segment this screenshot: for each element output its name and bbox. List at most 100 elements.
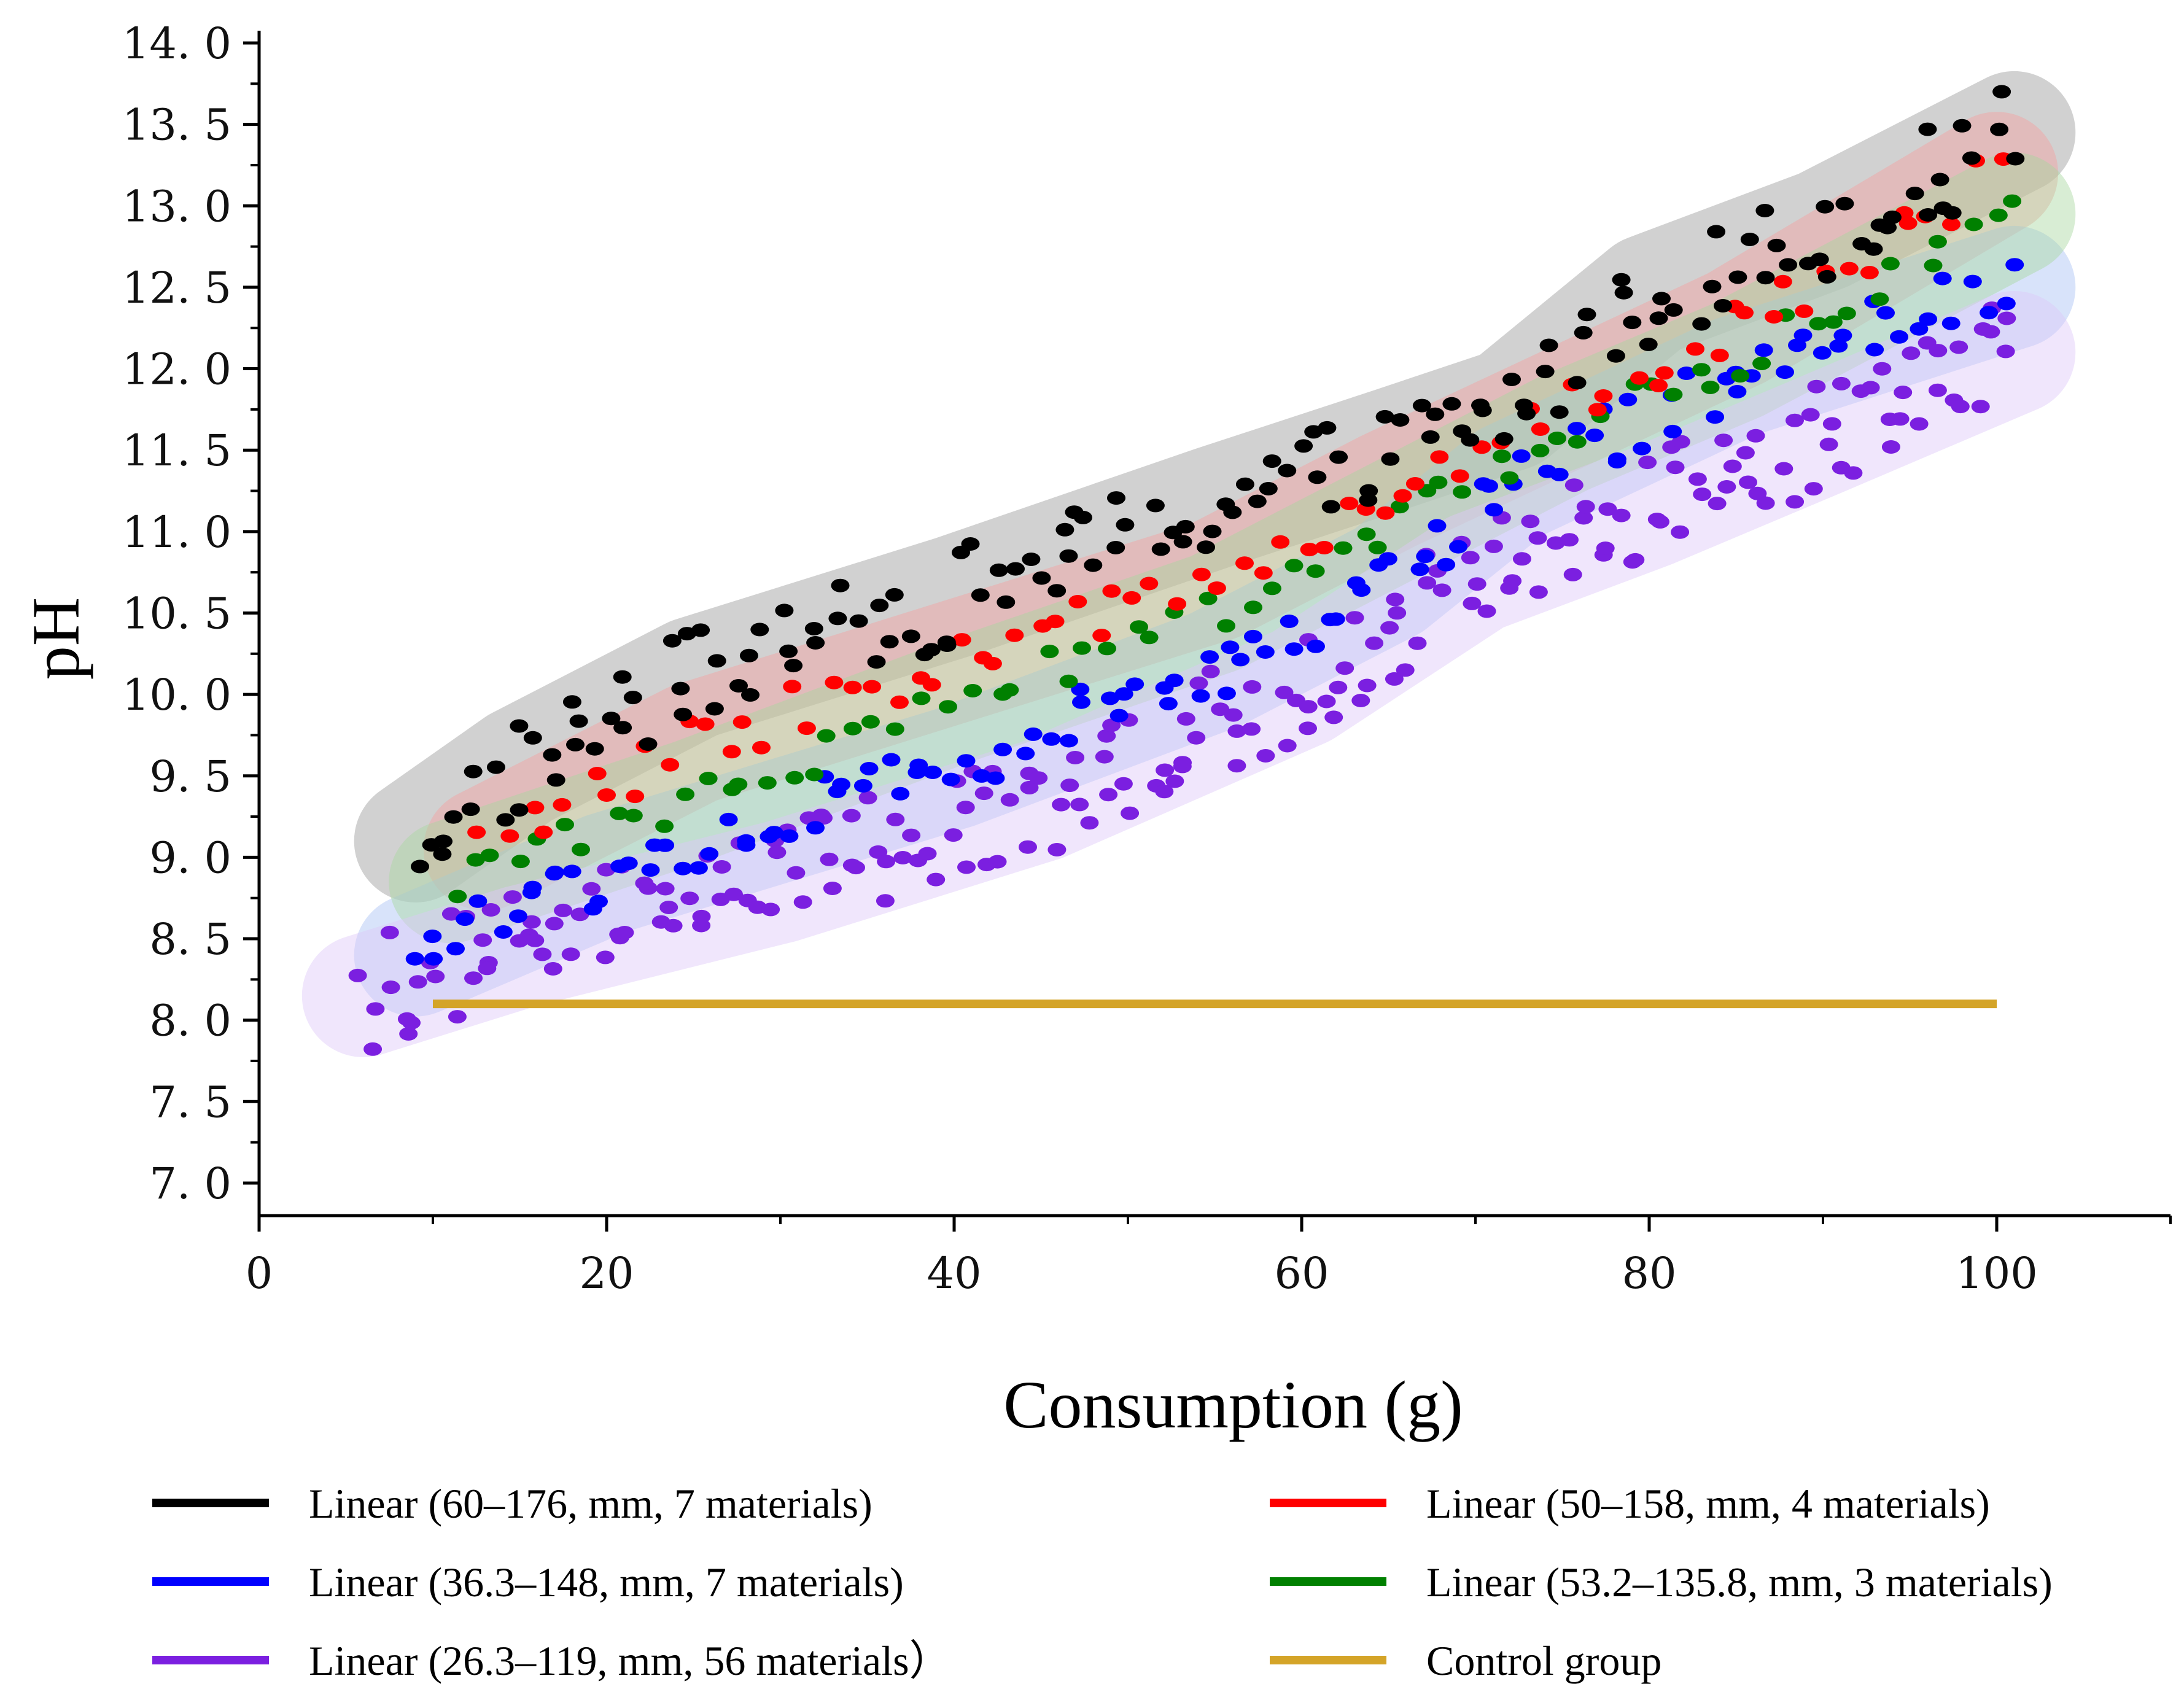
point-series-1 bbox=[1203, 524, 1222, 538]
point-series-2 bbox=[733, 715, 752, 729]
point-series-3 bbox=[1280, 615, 1299, 628]
point-series-2 bbox=[597, 788, 616, 802]
point-series-5 bbox=[1463, 596, 1482, 610]
point-series-1 bbox=[602, 712, 621, 726]
point-series-4 bbox=[1140, 631, 1159, 645]
point-series-5 bbox=[1242, 722, 1261, 736]
point-series-5 bbox=[1693, 487, 1712, 502]
point-series-1 bbox=[1391, 413, 1410, 427]
point-series-4 bbox=[843, 721, 862, 736]
point-series-5 bbox=[397, 1012, 416, 1026]
point-series-1 bbox=[433, 847, 452, 861]
point-series-1 bbox=[674, 707, 693, 721]
point-series-3 bbox=[494, 925, 513, 939]
point-series-3 bbox=[1256, 645, 1275, 659]
point-series-5 bbox=[944, 828, 963, 842]
legend-label: Linear (36.3–148, mm, 7 materials) bbox=[309, 1559, 904, 1605]
point-series-2 bbox=[1405, 477, 1424, 491]
point-series-1 bbox=[1359, 493, 1378, 507]
point-series-2 bbox=[1315, 541, 1334, 554]
point-series-5 bbox=[1598, 502, 1617, 516]
point-series-5 bbox=[1189, 676, 1208, 690]
point-series-1 bbox=[707, 654, 726, 668]
point-series-5 bbox=[348, 968, 367, 982]
legend-item-1: Linear (60–176, mm, 7 materials) bbox=[152, 1480, 872, 1527]
point-series-2 bbox=[1376, 506, 1395, 520]
point-series-3 bbox=[1165, 673, 1184, 688]
point-series-3 bbox=[882, 753, 901, 767]
point-series-1 bbox=[434, 834, 453, 848]
point-series-1 bbox=[671, 681, 690, 696]
point-series-4 bbox=[1429, 475, 1448, 489]
point-series-1 bbox=[849, 614, 868, 628]
point-series-5 bbox=[823, 882, 842, 895]
legend-item-4: Linear (53.2–135.8, mm, 3 materials) bbox=[1270, 1559, 2053, 1605]
point-series-5 bbox=[1708, 497, 1727, 511]
point-series-5 bbox=[1345, 611, 1364, 625]
point-series-4 bbox=[1284, 559, 1304, 573]
point-series-1 bbox=[1473, 403, 1492, 417]
point-series-1 bbox=[784, 659, 803, 673]
point-series-5 bbox=[1165, 774, 1184, 788]
point-series-5 bbox=[957, 860, 976, 874]
point-series-5 bbox=[1299, 700, 1318, 714]
point-series-3 bbox=[545, 865, 564, 879]
point-series-3 bbox=[1941, 316, 1961, 330]
point-series-5 bbox=[1521, 514, 1540, 529]
point-series-3 bbox=[1890, 330, 1908, 344]
point-series-5 bbox=[1612, 508, 1631, 522]
point-series-3 bbox=[957, 754, 976, 768]
band-series-2 bbox=[423, 112, 2058, 911]
point-series-5 bbox=[1894, 386, 1913, 400]
point-series-3 bbox=[405, 952, 424, 966]
point-series-5 bbox=[533, 947, 552, 961]
point-series-3 bbox=[1933, 271, 1952, 285]
point-series-1 bbox=[1614, 285, 1633, 300]
point-series-2 bbox=[1393, 489, 1412, 503]
point-series-3 bbox=[832, 777, 851, 791]
point-series-4 bbox=[1701, 381, 1720, 394]
point-series-5 bbox=[1832, 376, 1851, 390]
point-series-4 bbox=[1870, 292, 1889, 306]
point-series-3 bbox=[619, 856, 638, 871]
point-series-5 bbox=[1929, 344, 1948, 358]
legend-label: Control group bbox=[1426, 1637, 1661, 1684]
point-series-4 bbox=[1924, 258, 1943, 273]
point-series-4 bbox=[1217, 619, 1235, 633]
point-series-4 bbox=[758, 776, 777, 790]
point-series-3 bbox=[1706, 410, 1725, 424]
point-series-1 bbox=[739, 648, 758, 662]
point-series-4 bbox=[729, 777, 748, 791]
point-series-2 bbox=[1122, 591, 1141, 605]
point-series-1 bbox=[1278, 464, 1297, 478]
point-series-2 bbox=[797, 721, 816, 736]
point-series-3 bbox=[1326, 612, 1345, 626]
point-series-4 bbox=[466, 853, 485, 867]
y-tick-label: 9. 0 bbox=[149, 833, 231, 883]
point-series-5 bbox=[1173, 759, 1192, 774]
legend: Linear (60–176, mm, 7 materials) Linear (… bbox=[152, 1480, 2053, 1684]
point-series-5 bbox=[1529, 585, 1548, 599]
point-series-4 bbox=[511, 855, 530, 869]
point-series-4 bbox=[861, 715, 880, 729]
point-series-5 bbox=[1563, 567, 1582, 581]
point-series-5 bbox=[1380, 621, 1399, 635]
point-series-1 bbox=[989, 563, 1008, 577]
point-series-4 bbox=[1500, 471, 1519, 485]
point-series-5 bbox=[1155, 785, 1174, 799]
point-series-5 bbox=[1717, 480, 1736, 494]
point-series-5 bbox=[1574, 511, 1593, 525]
point-series-2 bbox=[1450, 469, 1469, 483]
point-series-2 bbox=[1594, 389, 1613, 403]
point-series-5 bbox=[656, 882, 675, 896]
point-series-1 bbox=[1059, 549, 1078, 563]
point-series-1 bbox=[1329, 450, 1348, 464]
point-series-1 bbox=[1248, 494, 1267, 508]
point-series-1 bbox=[613, 721, 632, 735]
y-tick-label: 12. 5 bbox=[122, 263, 231, 313]
point-series-5 bbox=[1275, 685, 1294, 699]
point-series-3 bbox=[891, 786, 910, 801]
point-series-4 bbox=[817, 729, 836, 743]
point-series-5 bbox=[1095, 750, 1114, 764]
point-series-1 bbox=[1740, 233, 1759, 246]
